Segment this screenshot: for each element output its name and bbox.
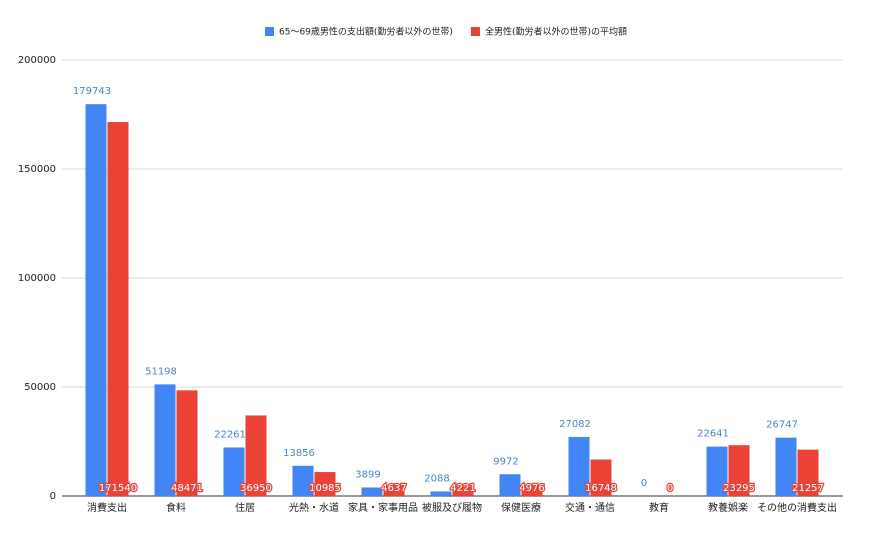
data-label: 4976 [519,483,544,494]
legend-swatch [470,27,480,36]
x-tick-label: その他の消費支出 [757,501,837,514]
bar [499,474,521,496]
data-label: 51198 [145,366,177,377]
bar [292,465,314,496]
bar [728,445,750,496]
data-label: 27082 [559,419,591,430]
x-tick-label: 教養娯楽 [708,501,748,514]
x-tick-label: 住居 [235,501,255,514]
data-label: 2088 [424,473,449,484]
bar [383,485,405,496]
bar [590,459,612,496]
x-tick-label: 家具・家事用品 [348,501,418,514]
data-label: 3899 [355,470,380,481]
y-tick-label: 200000 [18,55,56,66]
x-tick-label: 教育 [649,501,669,514]
bar [521,485,543,496]
x-tick-label: 保健医療 [501,501,541,514]
bar [245,415,267,496]
data-label: 26747 [766,420,798,431]
data-label: 4221 [450,483,475,494]
data-label: 0 [667,483,673,494]
bar [452,486,474,496]
bar [85,104,107,496]
legend-label: 全男性(勤労者以外の世帯)の平均額 [485,26,627,38]
data-label: 22261 [214,429,246,440]
bar [706,446,728,496]
bar [176,390,198,496]
data-label: 21257 [792,483,824,494]
data-label: 171540 [99,483,137,494]
bar [775,437,797,496]
bar [568,436,590,496]
x-tick-label: 消費支出 [87,501,127,514]
x-tick-label: 食料 [166,501,186,514]
legend-label: 65〜69歳男性の支出額(勤労者以外の世帯) [279,26,453,38]
x-tick-label: 交通・通信 [565,501,615,514]
bar [154,384,176,496]
data-label: 22641 [697,429,729,440]
y-tick-label: 100000 [18,273,56,284]
y-tick-label: 150000 [18,164,56,175]
data-label: 16748 [585,483,617,494]
bar [361,487,383,496]
data-label: 36950 [240,483,272,494]
data-label: 0 [641,478,647,489]
data-label: 9972 [493,456,518,467]
bar [314,472,336,496]
bar [107,122,129,497]
data-label: 179743 [73,86,111,97]
data-label: 10985 [309,483,341,494]
bar [223,447,245,496]
y-tick-label: 0 [50,491,56,502]
x-tick-label: 光熱・水道 [289,501,339,514]
bar [430,491,452,496]
data-label: 23295 [723,483,755,494]
data-label: 4637 [381,483,406,494]
y-tick-label: 50000 [24,382,56,393]
data-label: 13856 [283,448,315,459]
data-label: 48471 [171,483,203,494]
x-tick-label: 被服及び履物 [422,501,482,514]
legend-swatch [265,27,274,36]
bar [797,449,819,496]
